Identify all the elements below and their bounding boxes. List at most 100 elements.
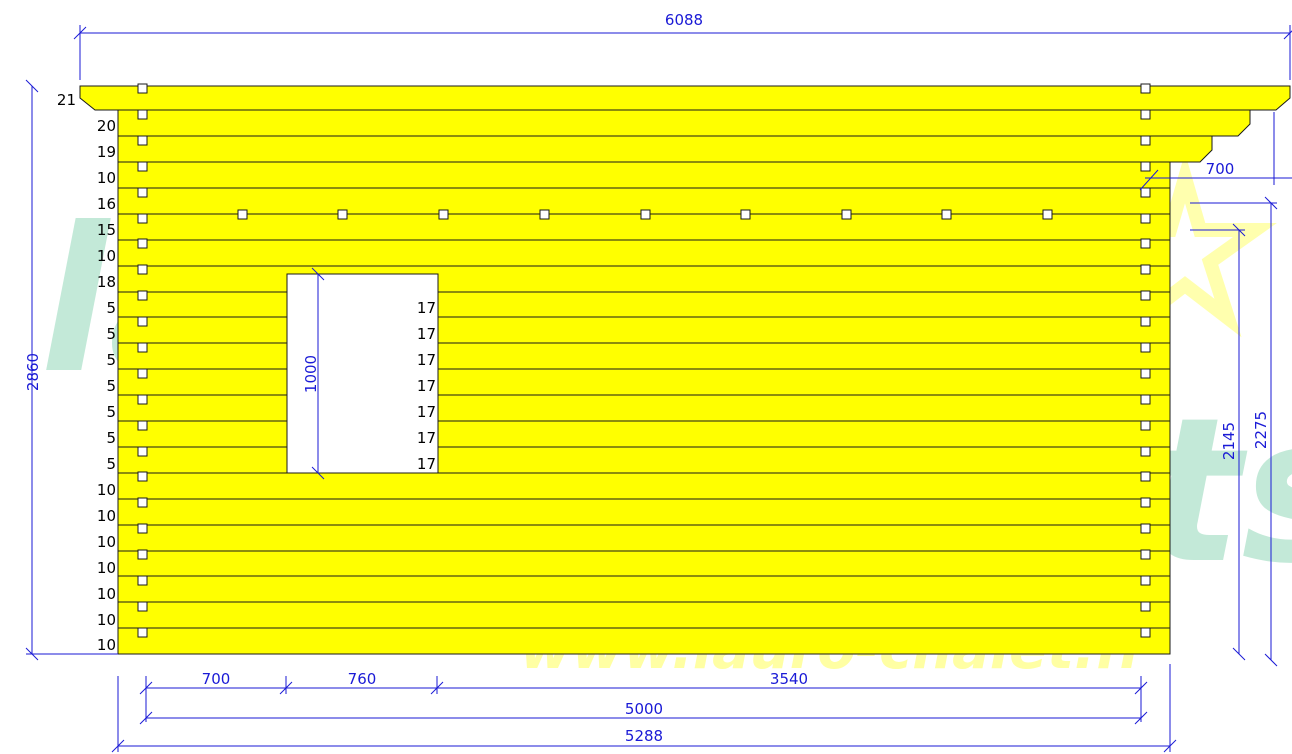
dowel-peg: [1140, 471, 1151, 482]
dowel-peg: [137, 342, 148, 353]
dim-tick: [1283, 30, 1292, 40]
roof-course-top: [79, 85, 1291, 111]
dowel-peg: [1140, 523, 1151, 534]
dowel-peg: [137, 316, 148, 327]
dowel-peg: [1140, 109, 1151, 120]
course-label: 20: [97, 117, 116, 135]
course-label: 5: [106, 429, 116, 447]
dowel-peg: [1140, 161, 1151, 172]
dowel-peg: [137, 238, 148, 249]
dim-tick: [1264, 196, 1278, 210]
dowel-peg: [137, 627, 148, 638]
dowel-peg: [137, 213, 148, 224]
dowel-peg: [137, 601, 148, 612]
dim-tick: [1232, 223, 1246, 237]
course-label: 5: [106, 325, 116, 343]
dowel-peg: [137, 446, 148, 457]
window-course-label: 17: [417, 455, 436, 473]
dowel-peg: [137, 420, 148, 431]
course-label: 5: [106, 351, 116, 369]
dowel-peg: [438, 209, 449, 220]
dowel-peg: [137, 471, 148, 482]
dim-tick: [1139, 169, 1159, 191]
course-label: 10: [97, 559, 116, 577]
log-course-lines: [118, 187, 1170, 629]
roof-overhang: [79, 85, 1291, 163]
dowel-peg: [740, 209, 751, 220]
course-label: 10: [97, 169, 116, 187]
dowel-peg: [1140, 83, 1151, 94]
dim-label-wall-outer: 5288: [625, 727, 663, 745]
course-label: 19: [97, 143, 116, 161]
dim-label-window-width: 760: [348, 670, 377, 688]
course-label: 10: [97, 507, 116, 525]
dowel-peg: [539, 209, 550, 220]
course-label: 16: [97, 195, 116, 213]
roof-course-2: [117, 109, 1251, 137]
dim-label-remaining-width: 3540: [770, 670, 808, 688]
dowel-peg: [137, 394, 148, 405]
dim-label-right-inner: 2145: [1220, 422, 1238, 460]
dowel-peg: [1140, 264, 1151, 275]
window-course-label: 17: [417, 403, 436, 421]
dim-tick: [430, 681, 444, 695]
dowel-peg: [1140, 497, 1151, 508]
course-label: 5: [106, 455, 116, 473]
dim-label-window-offset: 700: [202, 670, 231, 688]
dowel-peg: [941, 209, 952, 220]
course-label: 5: [106, 299, 116, 317]
wall-body: [117, 161, 1171, 655]
course-labels: 21 20 19 10 16 15 10 18 5 5 5 5 5 5 5 10…: [57, 91, 116, 654]
dowel-peg: [137, 83, 148, 94]
dim-tick: [139, 681, 153, 695]
dim-label-total-height: 2860: [24, 353, 42, 391]
course-label: 10: [97, 247, 116, 265]
dowel-peg: [337, 209, 348, 220]
course-label: 18: [97, 273, 116, 291]
dim-label-right-outer: 2275: [1252, 411, 1270, 449]
dowel-peg: [1140, 549, 1151, 560]
dim-tick: [1134, 681, 1148, 695]
dowel-peg: [1140, 238, 1151, 249]
dowel-peg: [1140, 290, 1151, 301]
dim-tick: [25, 79, 39, 93]
dowel-peg: [1140, 316, 1151, 327]
dowel-peg: [137, 109, 148, 120]
dowel-peg: [1140, 135, 1151, 146]
dowel-peg: [1140, 627, 1151, 638]
dim-tick: [311, 466, 325, 480]
course-label: 10: [97, 636, 116, 654]
dowel-peg: [1140, 446, 1151, 457]
dowel-peg: [1140, 213, 1151, 224]
dimension-labels: 6088 700 2860 1000 2145 2275 700 760 354…: [24, 11, 1270, 745]
dowel-peg: [841, 209, 852, 220]
dimension-lines: [25, 25, 1292, 753]
window-course-label: 17: [417, 325, 436, 343]
dowel-peg: [137, 497, 148, 508]
dowel-peg: [137, 368, 148, 379]
dim-tick: [1134, 711, 1148, 725]
window-course-label: 17: [417, 377, 436, 395]
window-course-label: 17: [417, 351, 436, 369]
window-course-label: 17: [417, 299, 436, 317]
dowel-peg: [237, 209, 248, 220]
dowel-peg: [137, 264, 148, 275]
dim-tick: [111, 739, 125, 753]
course-label: 5: [106, 377, 116, 395]
dim-tick: [311, 267, 325, 281]
dim-label-roof-width: 6088: [665, 11, 703, 29]
dowel-peg: [1140, 420, 1151, 431]
dowel-peg: [137, 135, 148, 146]
dowel-peg: [1140, 394, 1151, 405]
course-label: 10: [97, 611, 116, 629]
course-label: 10: [97, 481, 116, 499]
dim-label-wall-inner: 5000: [625, 700, 663, 718]
dowel-peg: [137, 575, 148, 586]
dowel-peg: [1042, 209, 1053, 220]
roof-course-3: [117, 135, 1213, 163]
dowel-peg: [137, 290, 148, 301]
dowel-peg: [137, 523, 148, 534]
dowel-peg: [137, 187, 148, 198]
dim-tick: [279, 681, 293, 695]
